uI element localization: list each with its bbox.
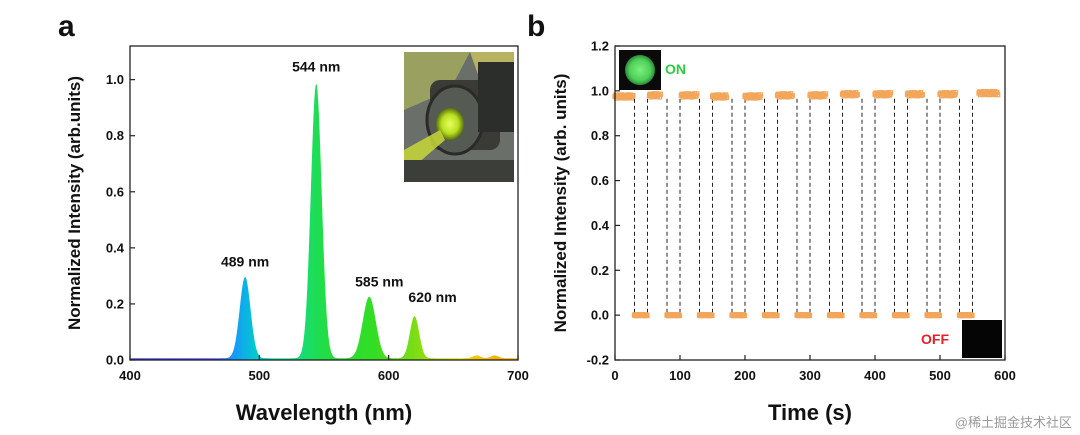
panel-a-x-tick-label: 400 [119, 368, 141, 383]
panel-a-peak-labels: 489 nm 544 nm 585 nm 620 nm [221, 58, 457, 305]
panel-a-x-tick-label: 500 [248, 368, 270, 383]
off-label: OFF [921, 331, 949, 347]
panel-b-y-tick-label: 1.2 [591, 39, 609, 54]
on-marker [723, 94, 730, 100]
on-marker [952, 90, 959, 96]
panel-b-y-tick-label: 0.8 [591, 128, 609, 143]
off-marker [904, 312, 910, 319]
peak-label: 489 nm [221, 254, 269, 270]
panel-b-y-tick-label: 0.2 [591, 263, 609, 278]
peak-label: 544 nm [292, 58, 340, 74]
peak-label: 620 nm [408, 289, 456, 305]
off-marker [774, 312, 780, 319]
panel-b-x-tick-label: 400 [864, 368, 886, 383]
panel-b-y-axis-title: Normalized Intensity (arb. units) [551, 74, 570, 333]
inset-device-photo [404, 52, 514, 182]
on-marker [656, 94, 663, 100]
panel-b-x-tick-label: 200 [734, 368, 756, 383]
panel-b-y-tick-label: 0.4 [591, 218, 610, 233]
on-marker [657, 91, 663, 97]
panel-b: b ON OFF 0 100 200 300 400 500 600 -0.2 0.0 0.2 0… [527, 10, 1016, 425]
off-state-inset [962, 320, 1002, 358]
panel-b-x-tick-label: 0 [611, 368, 618, 383]
panel-b-y-ticks: -0.2 0.0 0.2 0.4 0.6 0.8 1.0 1.2 [587, 39, 620, 368]
panel-b-x-ticks: 0 100 200 300 400 500 600 [611, 355, 1016, 383]
on-marker [919, 92, 925, 98]
panel-b-x-tick-label: 500 [929, 368, 951, 383]
off-marker [644, 312, 650, 319]
panel-a-y-tick-label: 0.2 [106, 296, 124, 311]
panel-a-x-axis-title: Wavelength (nm) [236, 400, 412, 425]
panel-a-y-tick-label: 0.4 [106, 240, 125, 255]
on-marker [822, 91, 829, 97]
off-marker [741, 312, 748, 319]
panel-a: a 400 500 600 700 0.0 0.2 0.4 0.6 0.8 1.0 489 nm… [58, 10, 529, 425]
off-marker [709, 312, 715, 319]
off-marker [839, 312, 845, 319]
panel-a-letter: a [58, 10, 75, 43]
panel-a-y-tick-label: 0.6 [106, 184, 124, 199]
emission-spectrum [130, 83, 518, 360]
on-state-inset [619, 50, 661, 90]
off-marker [806, 312, 813, 319]
panel-a-y-tick-label: 1.0 [106, 72, 124, 87]
panel-b-y-tick-label: 1.0 [591, 83, 609, 98]
on-marker [995, 92, 1001, 98]
on-marker [854, 92, 860, 98]
panel-a-x-tick-label: 600 [378, 368, 400, 383]
panel-b-x-tick-label: 600 [994, 368, 1016, 383]
on-marker [694, 91, 700, 97]
panel-a-y-axis-title: Normalized Intensity (arb.units) [65, 76, 84, 330]
panel-a-x-tick-label: 700 [507, 368, 529, 383]
panel-b-y-tick-label: 0.6 [591, 173, 609, 188]
on-marker [630, 93, 636, 99]
off-marker [871, 312, 878, 319]
panel-b-x-tick-label: 300 [799, 368, 821, 383]
off-marker [676, 312, 683, 319]
on-marker [887, 90, 894, 96]
on-label: ON [665, 61, 686, 77]
on-marker [757, 92, 764, 98]
panel-a-frame [129, 45, 519, 361]
panel-b-markers [612, 88, 1001, 319]
panel-a-x-ticks: 400 500 600 700 [119, 355, 529, 383]
on-marker [789, 93, 795, 99]
off-marker [936, 312, 943, 319]
panel-b-transition-lines [634, 98, 973, 315]
panel-b-y-tick-label: -0.2 [587, 353, 609, 368]
peak-label: 585 nm [355, 273, 403, 289]
panel-b-y-tick-label: 0.0 [591, 308, 609, 323]
panel-b-x-tick-label: 100 [669, 368, 691, 383]
panel-b-letter: b [527, 10, 545, 43]
off-marker [969, 312, 975, 319]
watermark: @稀土掘金技术社区 [955, 415, 1072, 430]
panel-b-x-axis-title: Time (s) [768, 400, 852, 425]
panel-a-y-tick-label: 0.0 [106, 353, 124, 368]
panel-a-y-tick-label: 0.8 [106, 128, 124, 143]
panel-a-y-ticks: 0.0 0.2 0.4 0.6 0.8 1.0 [106, 72, 135, 368]
